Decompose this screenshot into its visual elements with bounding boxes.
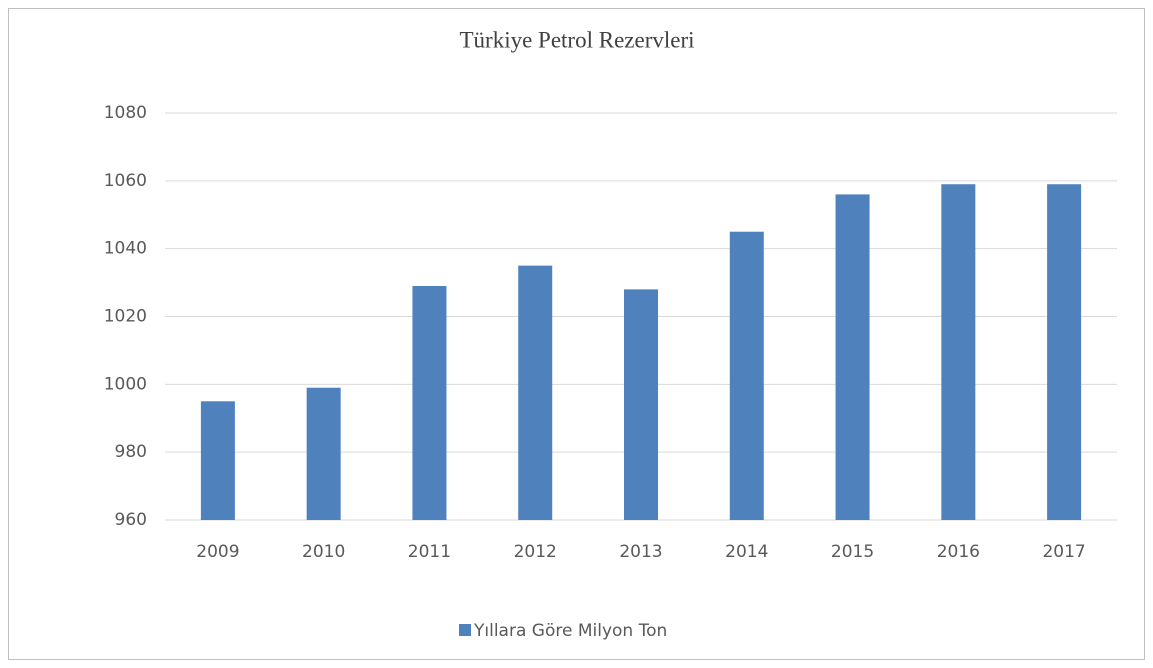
y-tick-label: 1000 <box>104 374 147 394</box>
legend-swatch <box>459 624 471 636</box>
x-tick-label: 2012 <box>514 542 557 562</box>
legend-label: Yıllara Göre Milyon Ton <box>473 621 667 641</box>
bar <box>200 401 235 520</box>
x-tick-label: 2014 <box>725 542 768 562</box>
x-tick-label: 2010 <box>302 542 345 562</box>
x-tick-label: 2009 <box>196 542 239 562</box>
y-tick-label: 980 <box>115 442 147 462</box>
bar <box>1047 184 1082 520</box>
bar <box>306 387 341 520</box>
x-tick-label: 2015 <box>831 542 874 562</box>
bar <box>835 194 870 520</box>
x-tick-label: 2016 <box>937 542 980 562</box>
chart-title: Türkiye Petrol Rezervleri <box>459 27 694 52</box>
y-tick-label: 960 <box>115 510 147 530</box>
bar <box>518 265 553 520</box>
y-tick-label: 1020 <box>104 307 147 327</box>
y-tick-label: 1040 <box>104 239 147 259</box>
bar <box>624 289 658 520</box>
y-tick-label: 1080 <box>104 103 147 123</box>
bar <box>941 184 976 520</box>
x-tick-label: 2017 <box>1042 542 1085 562</box>
x-tick-label: 2013 <box>619 542 662 562</box>
x-tick-label: 2011 <box>408 542 451 562</box>
y-tick-label: 1060 <box>104 171 147 191</box>
bar <box>729 231 764 521</box>
bar <box>412 285 447 520</box>
